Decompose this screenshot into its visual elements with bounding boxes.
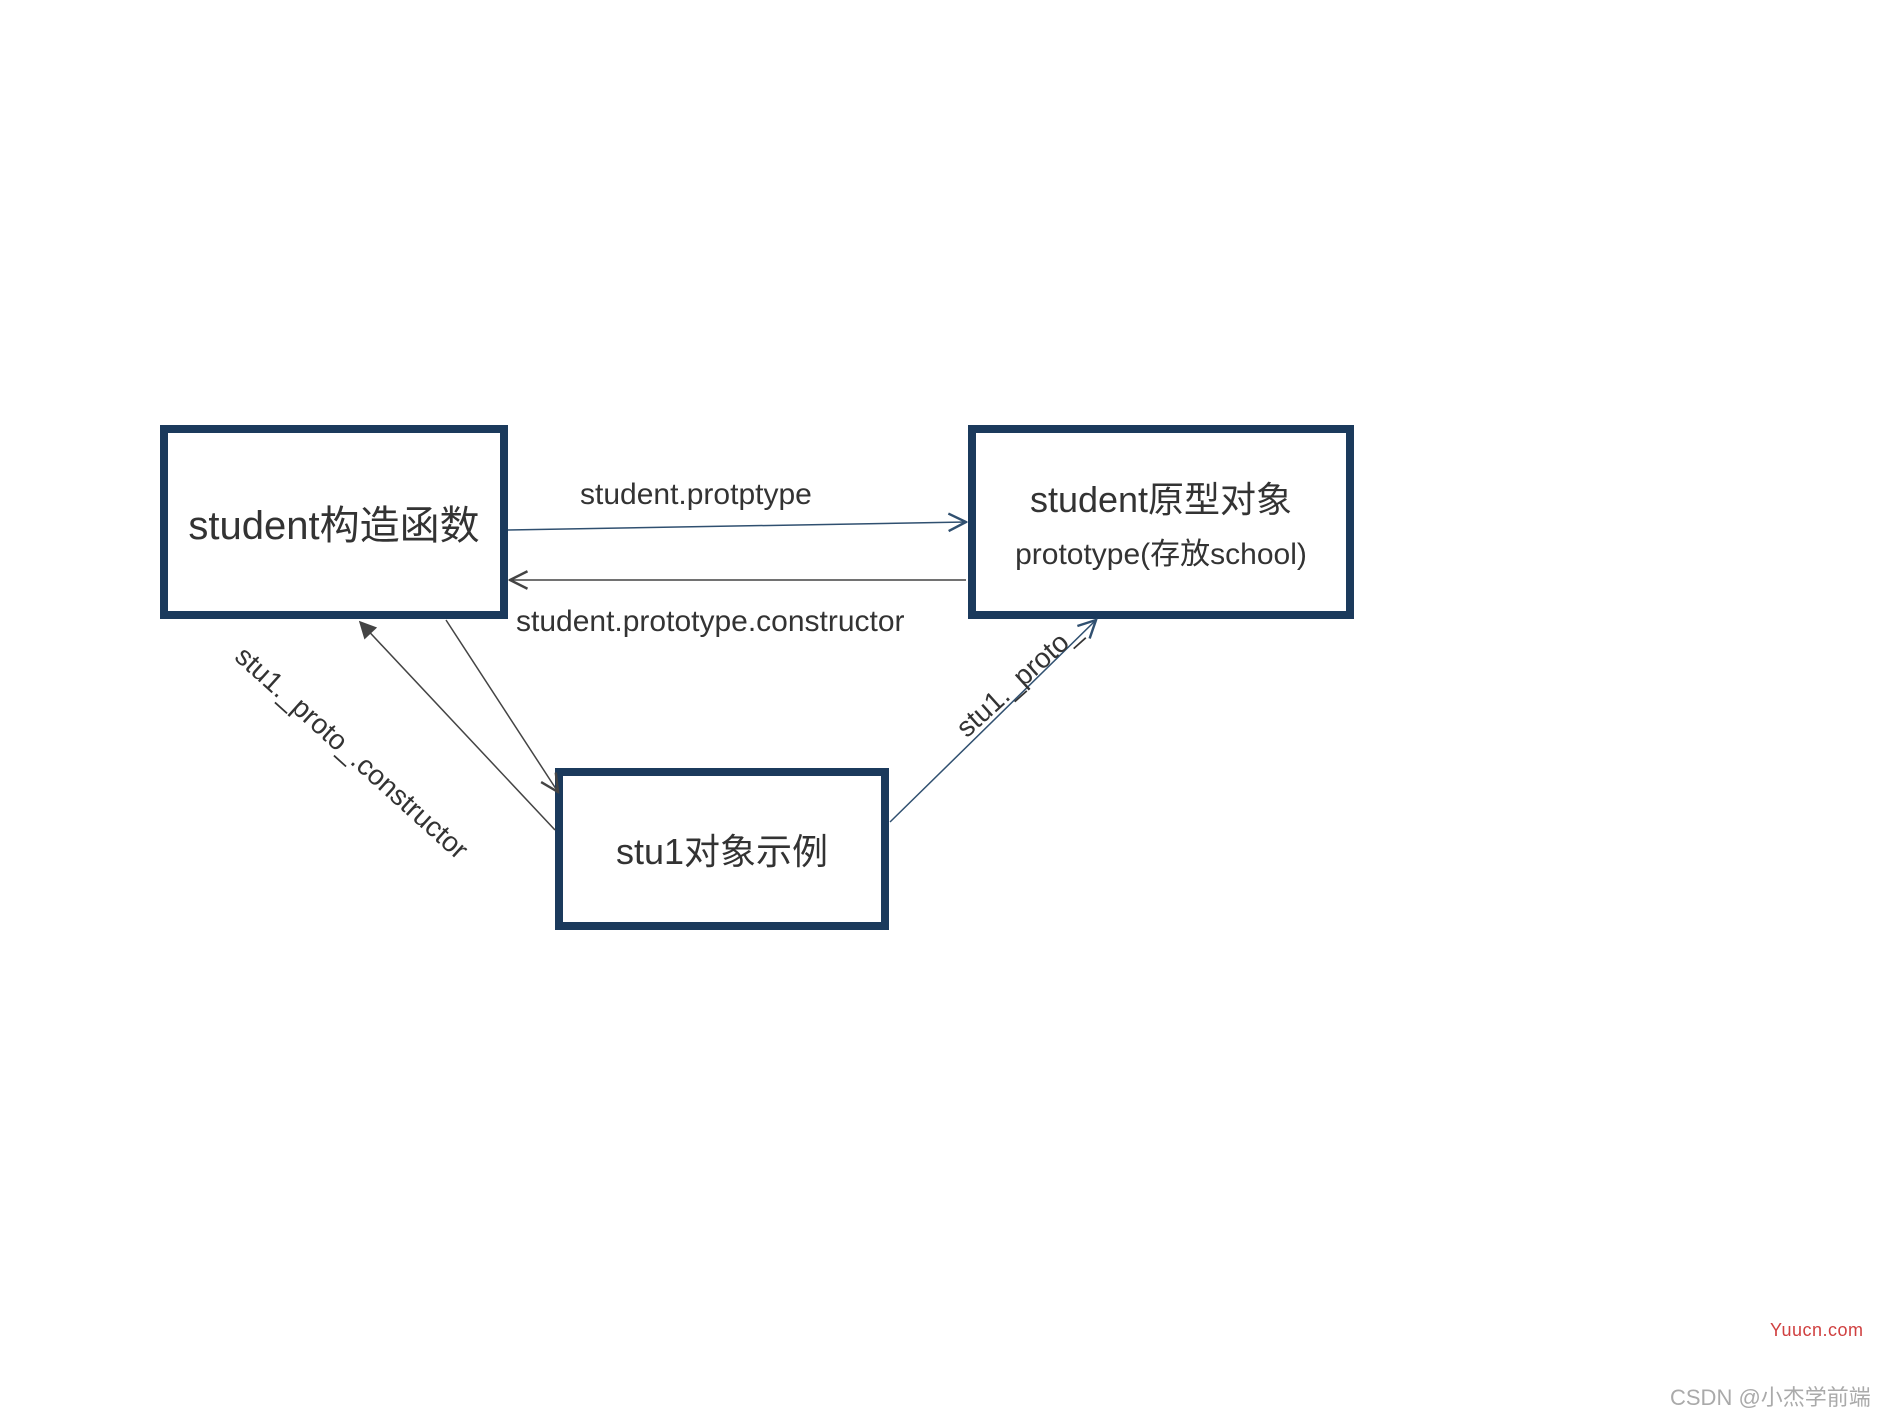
node-prototype-line1: student原型对象 bbox=[1030, 471, 1292, 523]
node-instance: stu1对象示例 bbox=[555, 768, 889, 930]
node-constructor-line1: student构造函数 bbox=[188, 493, 479, 551]
watermark-csdn: CSDN @小杰学前端 bbox=[1670, 1380, 1871, 1412]
edge-prototype bbox=[508, 522, 966, 530]
watermark-yuucn: Yuucn.com bbox=[1770, 1320, 1864, 1341]
node-constructor: student构造函数 bbox=[160, 425, 508, 619]
edge-proto-constructor-label: stu1._proto_.constructor bbox=[229, 640, 475, 866]
edge-constructor-back-label: student.prototype.constructor bbox=[516, 605, 905, 639]
node-prototype: student原型对象 prototype(存放school) bbox=[968, 425, 1354, 619]
node-instance-line1: stu1对象示例 bbox=[616, 823, 828, 875]
edge-proto-label: stu1._proto_ bbox=[950, 616, 1087, 744]
edge-to-instance bbox=[446, 620, 558, 792]
node-prototype-line2: prototype(存放school) bbox=[1015, 529, 1307, 573]
edge-prototype-label: student.protptype bbox=[580, 478, 812, 512]
